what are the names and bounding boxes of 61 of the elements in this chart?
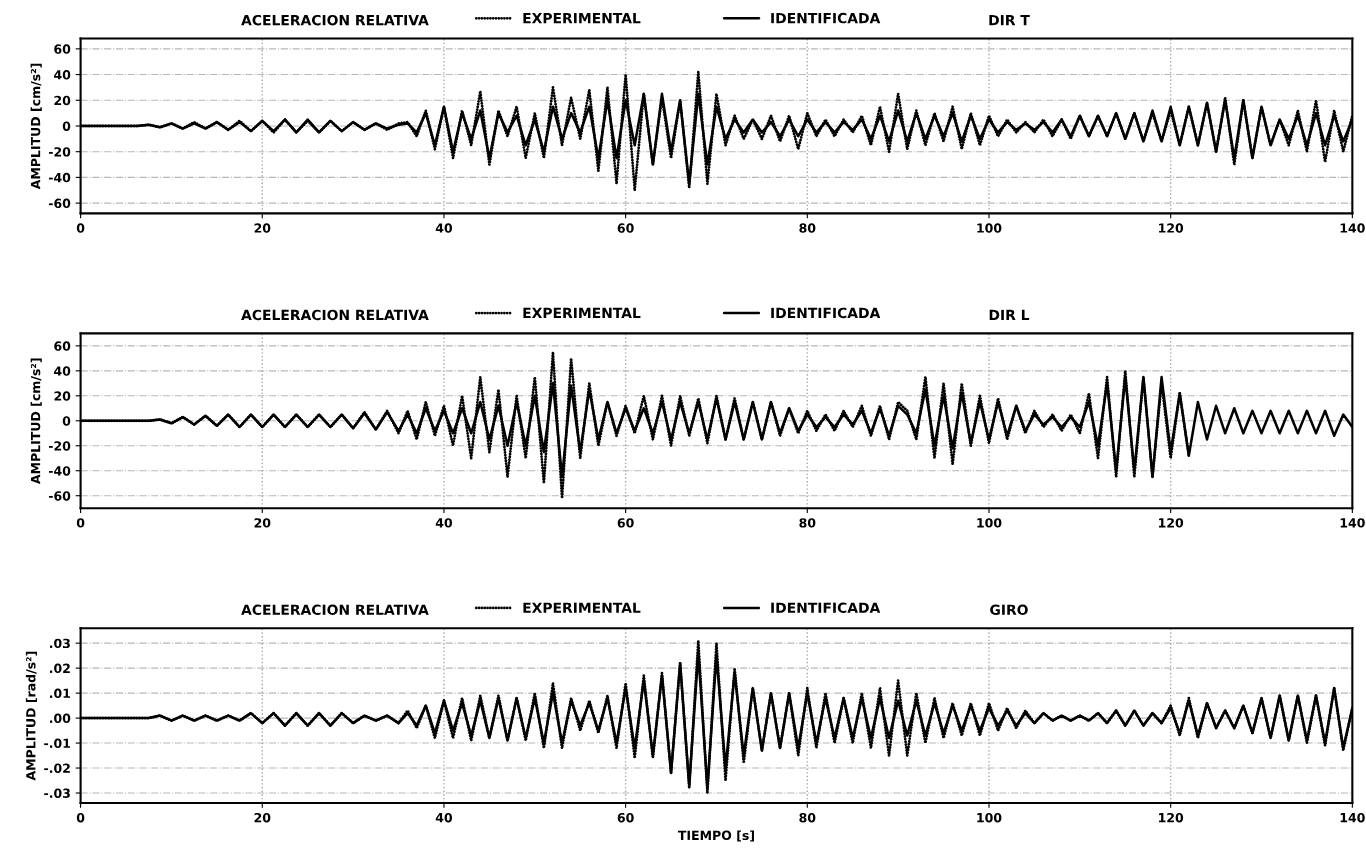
x-tick-label: 0	[76, 518, 85, 528]
x-tick-label: 40	[435, 812, 453, 823]
x-tick-label: 140	[1340, 518, 1365, 528]
y-tick-label: 0	[62, 121, 71, 131]
y-tick-label: -.01	[44, 738, 71, 748]
x-tick-label: 80	[799, 518, 816, 528]
y-tick-label: 40	[54, 70, 71, 80]
x-tick-label: 100	[977, 812, 1002, 823]
y-tick-label: -.02	[44, 763, 70, 773]
x-tick-label: 40	[435, 518, 453, 528]
y-tick-label: .01	[50, 688, 71, 699]
x-tick-label: 40	[435, 223, 453, 233]
y-tick-label: 40	[54, 366, 71, 376]
x-tick-label: 60	[617, 518, 634, 528]
chart-title: ACELERACION RELATIVA	[241, 309, 429, 321]
legend-label: EXPERIMENTAL	[523, 602, 641, 613]
x-tick-label: 120	[1159, 812, 1184, 823]
legend-label: IDENTIFICADA	[771, 12, 881, 24]
y-tick-label: -.03	[44, 788, 70, 798]
y-tick-label: -60	[48, 198, 71, 209]
y-tick-label: 20	[54, 391, 71, 401]
x-tick-label: 60	[617, 812, 634, 823]
x-tick-label: 120	[1159, 223, 1184, 233]
x-tick-label: 140	[1340, 812, 1365, 823]
y-tick-label: -20	[48, 441, 71, 451]
y-axis-title: AMPLITUD [cm/s²]	[30, 358, 42, 485]
y-axis-title: AMPLITUD [rad/s²]	[25, 651, 38, 781]
x-tick-label: 20	[254, 518, 271, 528]
y-tick-label: -60	[48, 491, 71, 501]
x-axis-title: TIEMPO [s]	[677, 830, 754, 842]
legend-label: EXPERIMENTAL	[523, 13, 641, 24]
chart-title: ACELERACION RELATIVA	[241, 14, 429, 26]
y-tick-label: 20	[54, 95, 71, 106]
y-tick-label: -40	[48, 466, 71, 476]
y-tick-label: .00	[50, 713, 71, 724]
legend-label: IDENTIFICADA	[771, 307, 881, 319]
x-tick-label: 80	[799, 223, 816, 233]
legend-label: IDENTIFICADA	[771, 602, 881, 613]
x-tick-label: 60	[617, 223, 634, 233]
y-tick-label: .02	[50, 663, 70, 674]
y-tick-label: 60	[54, 44, 71, 54]
x-tick-label: 0	[76, 223, 85, 233]
y-tick-label: 0	[62, 416, 71, 426]
chart-subtitle: DIR T	[989, 15, 1030, 26]
x-tick-label: 140	[1340, 223, 1365, 233]
y-axis-title: AMPLITUD [cm/s²]	[30, 63, 42, 190]
y-tick-label: .03	[50, 638, 70, 649]
x-tick-label: 20	[254, 812, 271, 823]
y-tick-label: 60	[54, 341, 71, 351]
chart-title: ACELERACION RELATIVA	[241, 604, 429, 615]
y-tick-label: -40	[48, 172, 71, 183]
x-tick-label: 80	[799, 812, 816, 823]
y-tick-label: -20	[48, 147, 71, 157]
x-tick-label: 20	[254, 223, 271, 233]
x-tick-label: 100	[977, 518, 1002, 528]
legend-label: EXPERIMENTAL	[523, 307, 641, 318]
x-tick-label: 100	[977, 223, 1002, 233]
chart-subtitle: GIRO	[990, 604, 1028, 615]
x-tick-label: 120	[1159, 518, 1184, 528]
x-tick-label: 0	[76, 812, 85, 823]
chart-subtitle: DIR L	[989, 309, 1030, 320]
